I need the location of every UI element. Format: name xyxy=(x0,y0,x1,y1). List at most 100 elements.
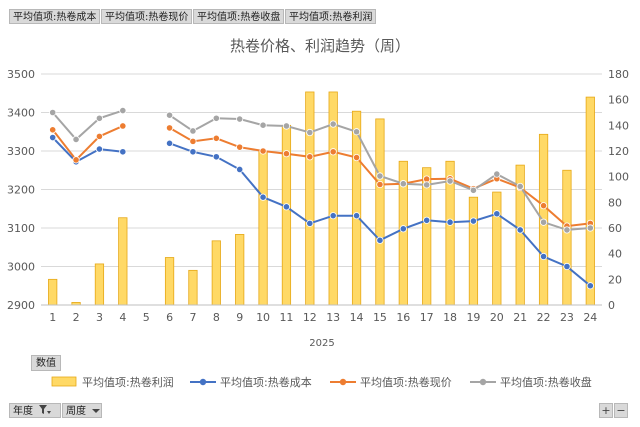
x-axis-tick-label: 1 xyxy=(49,311,56,324)
close-point xyxy=(352,128,361,136)
x-axis-tick-label: 8 xyxy=(213,311,220,324)
close-point xyxy=(72,135,80,144)
close-point xyxy=(165,111,174,119)
right-axis-tick-label: 0 xyxy=(608,299,615,312)
collapse-button[interactable]: − xyxy=(614,403,628,418)
cost-point xyxy=(49,133,57,142)
close-point xyxy=(399,180,407,188)
x-axis-tick-label: 6 xyxy=(166,311,173,324)
field-button-close[interactable]: 平均值项:热卷收盘 xyxy=(193,9,284,24)
close-point xyxy=(189,127,197,135)
close-point xyxy=(259,121,267,129)
close-point xyxy=(119,106,127,115)
cost-point xyxy=(189,148,197,156)
close-point xyxy=(516,182,524,191)
x-axis-tick-label: 22 xyxy=(537,311,551,324)
cost-point xyxy=(469,217,478,225)
chart-title: 热卷价格、利润趋势（周） xyxy=(230,37,410,55)
week-label: 周度 xyxy=(66,406,86,417)
right-axis-tick-label: 40 xyxy=(608,248,622,261)
close-point xyxy=(236,115,244,123)
week-filter-button[interactable]: 周度 xyxy=(62,403,102,418)
profit-bar xyxy=(118,217,128,306)
cost-point xyxy=(165,139,174,147)
profit-bar xyxy=(188,269,198,306)
field-button-profit[interactable]: 平均值项:热卷利润 xyxy=(285,9,376,24)
x-axis-tick-label: 24 xyxy=(583,311,597,324)
right-axis-tick-label: 120 xyxy=(608,145,629,158)
price-point xyxy=(236,143,244,151)
x-axis-tick-label: 11 xyxy=(279,311,293,324)
close-point xyxy=(563,226,571,234)
profit-bar xyxy=(164,257,175,306)
cost-point xyxy=(376,236,384,244)
price-point xyxy=(282,150,291,158)
year-filter-button[interactable]: 年度 xyxy=(9,403,61,418)
right-axis-tick-label: 180 xyxy=(608,68,629,81)
price-point xyxy=(376,180,384,189)
price-point xyxy=(352,153,361,162)
dropdown-arrow-icon[interactable] xyxy=(92,408,101,414)
cost-point xyxy=(493,210,501,218)
x-group-label: 2025 xyxy=(309,338,334,349)
legend-cost-label: 平均值项:热卷成本 xyxy=(220,375,312,389)
field-button-cost[interactable]: 平均值项:热卷成本 xyxy=(9,9,100,24)
right-axis-tick-label: 140 xyxy=(608,119,629,132)
field-button-price[interactable]: 平均值项:热卷现价 xyxy=(101,9,192,24)
cost-point xyxy=(539,252,548,261)
cost-point xyxy=(119,148,127,156)
price-point xyxy=(306,153,314,161)
left-axis-tick-label: 3200 xyxy=(7,184,35,197)
filter-icon[interactable] xyxy=(39,405,52,415)
close-point xyxy=(95,114,104,122)
x-axis-tick-label: 20 xyxy=(490,311,504,324)
right-axis-tick-label: 20 xyxy=(608,273,622,286)
price-point xyxy=(72,156,80,164)
x-axis-tick-label: 15 xyxy=(373,311,387,324)
left-axis-tick-label: 3500 xyxy=(7,68,35,81)
legend-close-swatch-marker xyxy=(479,378,487,386)
x-axis-tick-label: 3 xyxy=(96,311,103,324)
close-point xyxy=(212,114,220,122)
left-axis-tick-label: 3300 xyxy=(7,145,35,158)
cost-point xyxy=(212,153,220,161)
profit-bar xyxy=(492,191,502,306)
values-button[interactable]: 数值 xyxy=(31,355,61,371)
x-axis-tick-label: 17 xyxy=(420,311,434,324)
right-axis-tick-label: 160 xyxy=(608,94,629,107)
price-point xyxy=(259,147,267,155)
cost-point xyxy=(329,212,337,220)
close-point xyxy=(329,120,337,128)
close-point xyxy=(586,224,594,232)
close-point xyxy=(376,172,384,180)
price-point xyxy=(539,202,548,210)
price-point xyxy=(49,126,57,134)
close-point xyxy=(469,186,478,194)
cost-point xyxy=(399,225,407,233)
price-point xyxy=(329,148,337,156)
right-axis-tick-label: 60 xyxy=(608,222,622,235)
profit-bar xyxy=(48,278,58,306)
x-axis-tick-label: 18 xyxy=(443,311,457,324)
cost-point xyxy=(95,145,104,153)
cost-point xyxy=(236,165,244,174)
close-point xyxy=(539,218,548,226)
price-point xyxy=(119,122,127,130)
cost-point xyxy=(586,282,594,290)
cost-point xyxy=(563,262,571,271)
price-point xyxy=(189,137,197,145)
right-axis-tick-label: 100 xyxy=(608,171,629,184)
profit-bar xyxy=(235,234,245,306)
close-point xyxy=(493,170,501,178)
profit-bar xyxy=(375,118,385,306)
legend-profit-label: 平均值项:热卷利润 xyxy=(82,375,174,389)
expand-button[interactable]: + xyxy=(599,403,613,418)
cost-line xyxy=(51,136,123,164)
x-axis-tick-label: 16 xyxy=(396,311,410,324)
profit-bar xyxy=(562,169,572,306)
x-axis-tick-label: 7 xyxy=(189,311,196,324)
legend-close-label: 平均值项:热卷收盘 xyxy=(500,375,592,389)
right-axis-tick-label: 80 xyxy=(608,196,622,209)
price-point xyxy=(212,134,220,142)
